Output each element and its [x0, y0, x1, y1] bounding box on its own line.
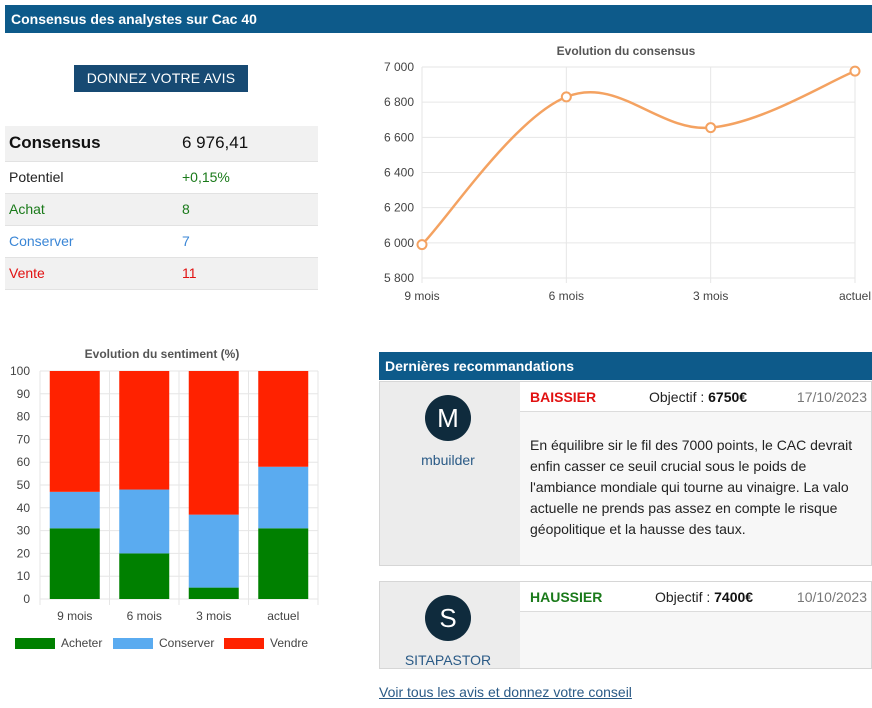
author-name[interactable]: mbuilder: [421, 452, 475, 468]
bar-segment-conserver: [258, 466, 309, 529]
signal-badge: HAUSSIER: [530, 589, 603, 605]
page-title: Consensus des analystes sur Cac 40: [5, 5, 872, 33]
potentiel-label: Potentiel: [5, 161, 178, 194]
reco-date: 10/10/2023: [796, 589, 867, 605]
legend-label-conserver: Conserver: [159, 636, 215, 650]
consensus-data-point: [705, 122, 717, 134]
consensus-row: Consensus 6 976,41: [5, 126, 318, 162]
line-y-tick-label: 6 600: [384, 130, 414, 144]
bar-y-tick-label: 0: [23, 592, 30, 606]
vente-row: Vente 11: [5, 257, 318, 290]
bar-y-tick-label: 20: [17, 546, 31, 560]
reco-author: M mbuilder: [380, 382, 520, 565]
consensus-value: 6 976,41: [178, 126, 318, 162]
line-x-tick-label: actuel: [839, 289, 871, 303]
consensus-data-point: [849, 65, 861, 77]
avatar[interactable]: M: [425, 395, 471, 441]
legend-swatch-vendre: [224, 638, 264, 649]
bar-segment-conserver: [119, 489, 170, 554]
consensus-series-line: [421, 69, 856, 246]
sentiment-legend: Acheter Conserver Vendre: [15, 636, 345, 652]
potentiel-row: Potentiel +0,15%: [5, 161, 318, 194]
achat-value: 8: [178, 193, 318, 226]
line-x-tick-label: 6 mois: [549, 289, 584, 303]
conserver-row: Conserver 7: [5, 225, 318, 258]
objective-value: 7400€: [714, 589, 754, 605]
line-chart-title: Evolution du consensus: [557, 44, 696, 58]
bar-y-tick-label: 40: [17, 501, 31, 515]
bar-segment-acheter: [49, 528, 100, 599]
conserver-value: 7: [178, 225, 318, 258]
bar-y-tick-label: 10: [17, 569, 31, 583]
see-all-link[interactable]: Voir tous les avis et donnez votre conse…: [379, 684, 632, 700]
bar-x-tick-label: 3 mois: [196, 609, 231, 623]
line-x-tick-label: 9 mois: [404, 289, 439, 303]
reco-body: HAUSSIER Objectif : 7400€ 10/10/2023: [520, 582, 871, 668]
bar-y-tick-label: 80: [17, 410, 31, 424]
recommendations-header: Dernières recommandations: [379, 352, 872, 380]
bar-segment-acheter: [258, 528, 309, 599]
recommendation-card: M mbuilder BAISSIER Objectif : 6750€ 17/…: [379, 381, 872, 566]
recommendation-card: S SITAPASTOR HAUSSIER Objectif : 7400€ 1…: [379, 581, 872, 669]
reco-body: BAISSIER Objectif : 6750€ 17/10/2023 En …: [520, 382, 871, 565]
give-opinion-button[interactable]: DONNEZ VOTRE AVIS: [74, 65, 248, 92]
legend-swatch-acheter: [15, 638, 55, 649]
line-y-tick-label: 6 800: [384, 95, 414, 109]
objective: Objectif : 6750€: [649, 389, 747, 405]
bar-y-tick-label: 70: [17, 432, 31, 446]
line-y-tick-label: 6 000: [384, 236, 414, 250]
avatar[interactable]: S: [425, 595, 471, 641]
vente-value: 11: [178, 257, 318, 290]
legend-swatch-conserver: [113, 638, 153, 649]
objective-label: Objectif :: [649, 389, 705, 405]
objective-label: Objectif :: [655, 589, 711, 605]
bar-segment-acheter: [188, 587, 239, 599]
bar-segment-conserver: [49, 491, 100, 529]
legend-label-vendre: Vendre: [270, 636, 309, 650]
reco-text: En équilibre sir le fil des 7000 points,…: [530, 437, 853, 537]
line-y-tick-label: 5 800: [384, 271, 414, 285]
consensus-table: Consensus 6 976,41 Potentiel +0,15% Acha…: [5, 126, 318, 290]
bar-y-tick-label: 90: [17, 387, 31, 401]
achat-label: Achat: [5, 193, 178, 226]
consensus-data-point: [416, 239, 428, 251]
sentiment-bar-chart: Evolution du sentiment (%) 0 10 20 30 40 50 60…: [10, 347, 319, 623]
legend-label-acheter: Acheter: [61, 636, 103, 650]
bar-chart-title: Evolution du sentiment (%): [85, 347, 240, 361]
bar-segment-conserver: [188, 514, 239, 588]
reco-head: HAUSSIER Objectif : 7400€ 10/10/2023: [520, 582, 871, 612]
bar-segment-vendre: [258, 371, 309, 467]
bar-segment-vendre: [49, 371, 100, 492]
consensus-line-chart: Evolution du consensus 5 800 6 000 6 200 6 …: [384, 44, 871, 303]
reco-author: S SITAPASTOR: [380, 582, 520, 668]
objective: Objectif : 7400€: [655, 589, 753, 605]
reco-date: 17/10/2023: [796, 389, 867, 405]
conserver-label: Conserver: [5, 225, 178, 258]
bar-segment-vendre: [119, 371, 170, 490]
consensus-label: Consensus: [5, 126, 178, 162]
signal-badge: BAISSIER: [530, 389, 597, 405]
achat-row: Achat 8: [5, 193, 318, 226]
bar-x-tick-label: 9 mois: [57, 609, 92, 623]
bar-x-tick-label: actuel: [267, 609, 299, 623]
line-y-tick-label: 6 400: [384, 166, 414, 180]
reco-head: BAISSIER Objectif : 6750€ 17/10/2023: [520, 382, 871, 412]
bar-y-tick-label: 100: [10, 364, 30, 378]
consensus-data-point: [560, 91, 572, 103]
bar-segment-vendre: [188, 371, 239, 515]
vente-label: Vente: [5, 257, 178, 290]
bar-x-tick-label: 6 mois: [127, 609, 162, 623]
line-y-tick-label: 7 000: [384, 60, 414, 74]
potentiel-value: +0,15%: [178, 161, 318, 194]
bar-y-tick-label: 30: [17, 524, 31, 538]
line-y-tick-label: 6 200: [384, 201, 414, 215]
line-x-tick-label: 3 mois: [693, 289, 728, 303]
bar-segment-acheter: [119, 553, 170, 599]
bar-y-tick-label: 60: [17, 455, 31, 469]
objective-value: 6750€: [708, 389, 748, 405]
author-name[interactable]: SITAPASTOR: [404, 652, 492, 668]
bar-y-tick-label: 50: [17, 478, 31, 492]
